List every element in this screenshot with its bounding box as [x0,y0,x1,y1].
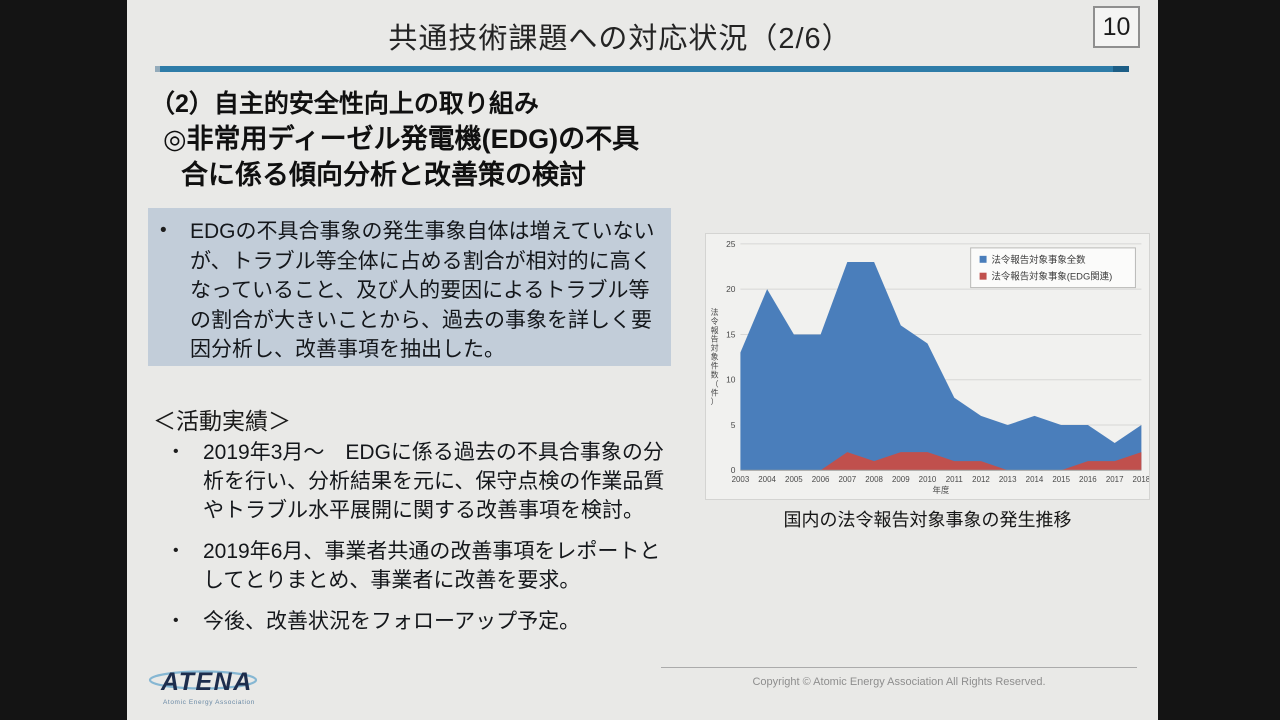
bullet-icon: • [173,542,179,559]
x-tick-label: 2017 [1106,475,1124,484]
x-tick-label: 2011 [946,475,964,484]
slide: 共通技術課題への対応状況（2/6） 10 （2）自主的安全性向上の取り組み ◎非… [127,0,1158,720]
topic-heading-line-2: 合に係る傾向分析と改善策の検討 [181,160,586,190]
y-axis-label-char: 告 [711,334,719,344]
logo-wordmark: ATENA [160,668,253,696]
y-axis-label-char: 法 [711,307,719,317]
topic-heading-line-1: ◎非常用ディーゼル発電機(EDG)の不具 [163,124,640,154]
list-item: • 今後、改善状況をフォローアップ予定。 [173,607,669,636]
x-tick-label: 2005 [785,475,803,484]
title-divider [155,66,1129,72]
page-title: 共通技術課題への対応状況（2/6） [388,23,852,55]
legend-label: 法令報告対象事象全数 [992,254,1087,265]
footer-divider [661,667,1137,668]
list-item: • 2019年6月、事業者共通の改善事項をレポートとしてとりまとめ、事業者に改善… [173,537,669,595]
logo-subtext: Atomic Energy Association [163,699,255,706]
topic-heading: ◎非常用ディーゼル発電機(EDG)の不具 合に係る傾向分析と改善策の検討 [163,121,639,193]
y-axis-label-char: ） [711,397,719,406]
activities-heading: ＜活動実績＞ [153,408,291,434]
x-tick-label: 2012 [972,475,990,484]
atena-logo: ATENA Atomic Energy Association [147,664,271,716]
x-tick-label: 2003 [732,475,750,484]
copyright-text: Copyright © Atomic Energy Association Al… [752,676,1046,688]
bullet-icon: • [173,443,179,460]
bullet-icon: • [173,612,179,629]
y-tick-label: 25 [726,239,736,249]
divider-start-cap [155,66,160,72]
x-tick-label: 2014 [1026,475,1044,484]
y-tick-label: 5 [731,420,736,430]
y-axis-label-char: 令 [711,316,719,326]
section-heading: （2）自主的安全性向上の取り組み [150,90,539,118]
legend-box [970,247,1136,289]
x-tick-label: 2015 [1052,475,1070,484]
y-axis-label-char: 象 [711,352,719,362]
y-axis-label-char: 件 [711,387,719,397]
x-tick-label: 2008 [865,475,883,484]
legend-swatch [979,272,987,280]
x-tick-label: 2013 [999,475,1017,484]
y-tick-label: 10 [726,375,736,385]
x-tick-label: 2006 [812,475,830,484]
y-tick-label: 0 [731,465,736,475]
activities-list: • 2019年3月～ EDGに係る過去の不具合事象の分析を行い、分析結果を元に、… [173,438,669,648]
x-tick-label: 2009 [892,475,910,484]
y-axis-label-char: 報 [711,326,719,335]
list-item: • 2019年3月～ EDGに係る過去の不具合事象の分析を行い、分析結果を元に、… [173,438,669,525]
x-tick-label: 2010 [919,475,937,484]
x-tick-label: 2016 [1079,475,1097,484]
trend-chart-panel: 0 5 10 15 20 25 2003 2004 2005 2006 2007 2008 2009 20… [705,233,1150,500]
page-number-box: 10 [1093,6,1140,48]
legend-label: 法令報告対象事象(EDG関連) [992,271,1113,282]
series-area-total [740,261,1142,471]
bullet-icon: • [160,220,167,241]
trend-chart-svg: 0 5 10 15 20 25 2003 2004 2005 2006 2007 2008 2009 20… [711,239,1149,495]
y-axis-label-char: 対 [711,343,719,353]
x-axis-label: 年度 [932,485,949,495]
x-tick-label: 2007 [838,475,856,484]
activity-text: 2019年3月～ EDGに係る過去の不具合事象の分析を行い、分析結果を元に、保守… [203,441,665,522]
page-number: 10 [1102,12,1131,41]
activity-text: 2019年6月、事業者共通の改善事項をレポートとしてとりまとめ、事業者に改善を要… [203,540,661,592]
y-axis-label-char: 件 [711,360,719,370]
highlight-box: • EDGの不具合事象の発生事象自体は増えていないが、トラブル等全体に占める割合… [148,208,671,366]
series-area-edg [740,452,1142,471]
y-tick-label: 15 [726,329,736,339]
chart-caption: 国内の法令報告対象事象の発生推移 [783,510,1072,530]
y-axis-label-char: （ [711,379,719,388]
y-axis-label-char: 数 [711,369,719,379]
y-tick-label: 20 [726,284,736,294]
activity-text: 今後、改善状況をフォローアップ予定。 [203,610,581,633]
divider-end-cap [1113,66,1129,72]
x-tick-label: 2018 [1133,475,1149,484]
x-tick-label: 2004 [758,475,776,484]
highlight-text: EDGの不具合事象の発生事象自体は増えていないが、トラブル等全体に占める割合が相… [190,220,655,361]
legend-swatch [979,255,987,263]
logo-swoosh-icon [148,670,258,690]
